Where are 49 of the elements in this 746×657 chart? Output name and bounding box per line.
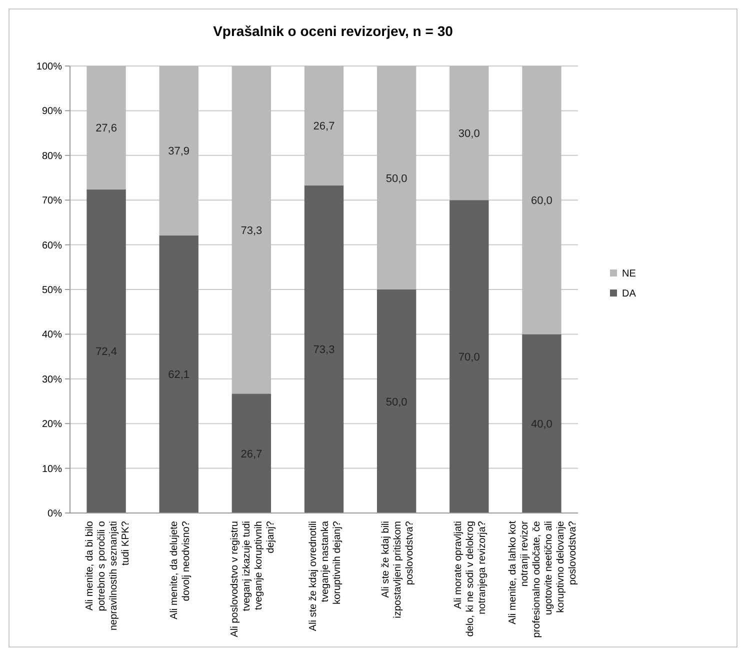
bar xyxy=(304,66,344,186)
bar xyxy=(522,66,562,334)
data-label: 72,4 xyxy=(96,346,117,358)
data-label: 50,0 xyxy=(386,172,408,185)
bar xyxy=(522,334,562,513)
y-tick-label: 60% xyxy=(42,240,62,252)
bar xyxy=(159,235,198,513)
data-label: 37,9 xyxy=(168,146,190,158)
x-tick-label: Ali poslovodstvo v registru tveganj izkazuje tudi tveganje koruptivnih dejanj? xyxy=(229,520,276,638)
data-label: 70,0 xyxy=(458,352,480,364)
bar xyxy=(376,66,416,290)
data-label: 26,7 xyxy=(240,448,262,460)
x-tick-label: Ali ste že kdaj ovrednotili tveganje nastanka koruptivnih dejanj? xyxy=(308,520,343,632)
bar xyxy=(450,200,489,513)
data-label: 62,1 xyxy=(168,369,190,382)
data-label: 73,3 xyxy=(240,224,262,237)
bar xyxy=(86,66,126,190)
bar xyxy=(232,66,272,394)
legend-label: NE xyxy=(622,268,636,280)
bar xyxy=(86,189,126,513)
bar xyxy=(304,185,344,513)
y-tick-label: 30% xyxy=(42,374,62,386)
data-label: 27,6 xyxy=(96,122,117,135)
y-tick-label: 20% xyxy=(42,419,62,430)
y-tick-label: 80% xyxy=(42,150,62,162)
bar xyxy=(232,394,272,513)
legend-label: DA xyxy=(622,288,636,300)
x-tick-label: Ali menite, da delujete dovolj neodvisno? xyxy=(168,520,192,620)
bar xyxy=(450,66,489,200)
x-tick-label: Ali ste že kdaj bili izpostavljeni pritiskom poslovodstva? xyxy=(380,520,416,618)
y-tick-label: 70% xyxy=(42,196,62,207)
data-label: 26,7 xyxy=(313,120,335,133)
x-tick-label: Ali menite, da lahko kot notranji revizor profesionalno odločate, če ugotovite neetično ali koruptivno delovanje poslovodstva? xyxy=(508,520,579,638)
x-tick-label: Ali menite, da bi bilo potrebno s poročili o nepravilnostih seznanjati tudi KPK? xyxy=(84,520,132,631)
data-label: 73,3 xyxy=(313,344,335,356)
y-tick-label: 50% xyxy=(42,285,62,296)
y-tick-label: 100% xyxy=(36,62,62,72)
chart-title: Vprašalnik o oceni revizorjev, n = 30 xyxy=(213,23,454,39)
data-label: 50,0 xyxy=(386,396,408,408)
data-label: 40,0 xyxy=(531,418,552,431)
bar xyxy=(376,290,416,513)
data-label: 60,0 xyxy=(531,195,552,208)
y-tick-label: 40% xyxy=(42,330,62,341)
y-tick-label: 90% xyxy=(42,106,62,118)
bar xyxy=(159,66,198,236)
data-label: 30,0 xyxy=(458,128,480,140)
y-tick-label: 10% xyxy=(42,464,62,475)
y-tick-label: 0% xyxy=(48,508,62,520)
x-tick-label: Ali morate opravljati delo, ki ne sodi v delokrog notranjega revizorja? xyxy=(453,520,488,637)
